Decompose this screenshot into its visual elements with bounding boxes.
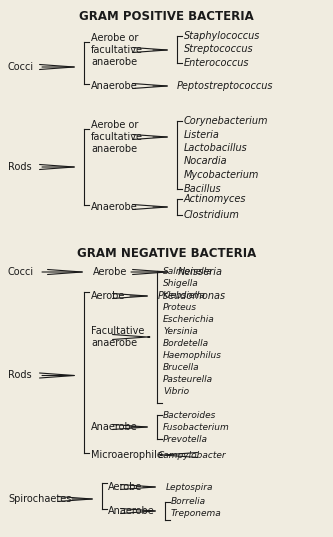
Text: Rods: Rods (8, 162, 32, 172)
Text: GRAM POSITIVE BACTERIA: GRAM POSITIVE BACTERIA (79, 10, 254, 23)
Text: Borrelia: Borrelia (171, 497, 206, 506)
Text: Staphylococcus: Staphylococcus (184, 31, 260, 41)
Text: GRAM NEGATIVE BACTERIA: GRAM NEGATIVE BACTERIA (77, 247, 256, 260)
Text: Bacillus: Bacillus (184, 184, 222, 193)
Text: Mycobacterium: Mycobacterium (184, 170, 259, 180)
Text: Pasteurella: Pasteurella (163, 374, 213, 383)
Text: Microaerophile: Microaerophile (91, 450, 163, 460)
Text: Klebsiella: Klebsiella (163, 291, 206, 300)
Text: Enterococcus: Enterococcus (184, 58, 249, 68)
Text: Rods: Rods (8, 371, 32, 381)
Text: Shigella: Shigella (163, 279, 199, 287)
Text: Brucella: Brucella (163, 362, 199, 372)
Text: Peptostreptococcus: Peptostreptococcus (177, 81, 273, 91)
Text: Escherichia: Escherichia (163, 315, 215, 323)
Text: Fusobacterium: Fusobacterium (163, 423, 230, 432)
Text: Yersinia: Yersinia (163, 326, 198, 336)
Text: Aerobe or
facultative
anaerobe: Aerobe or facultative anaerobe (91, 120, 143, 155)
Text: Aerobe: Aerobe (91, 291, 126, 301)
Text: Aerobe or
facultative
anaerobe: Aerobe or facultative anaerobe (91, 33, 143, 68)
Text: Salmonella: Salmonella (163, 266, 213, 275)
Text: Listeria: Listeria (184, 129, 220, 140)
Text: Clostridium: Clostridium (184, 210, 240, 220)
Text: Spirochaetes: Spirochaetes (8, 494, 71, 504)
Text: Streptococcus: Streptococcus (184, 45, 254, 54)
Text: Corynebacterium: Corynebacterium (184, 116, 268, 126)
Text: Prevotella: Prevotella (163, 434, 208, 444)
Text: Bordetella: Bordetella (163, 338, 209, 347)
Text: Campylobacter: Campylobacter (158, 451, 227, 460)
Text: Cocci: Cocci (8, 62, 34, 72)
Text: Treponema: Treponema (171, 510, 222, 519)
Text: Aerobe: Aerobe (108, 482, 143, 492)
Text: Aerobe: Aerobe (93, 267, 128, 277)
Text: Anaerobe: Anaerobe (91, 422, 138, 432)
Text: Bacteroides: Bacteroides (163, 410, 216, 419)
Text: Anaerobe: Anaerobe (91, 81, 138, 91)
Text: Vibrio: Vibrio (163, 387, 189, 395)
Text: Actinomyces: Actinomyces (184, 194, 246, 204)
Text: Nocardia: Nocardia (184, 156, 228, 166)
Text: Cocci: Cocci (8, 267, 34, 277)
Text: Lactobacillus: Lactobacillus (184, 143, 248, 153)
Text: Pseudomonas: Pseudomonas (158, 291, 226, 301)
Text: Anaerobe: Anaerobe (91, 202, 138, 212)
Text: Proteus: Proteus (163, 302, 197, 311)
Text: Facultative
anaerobe: Facultative anaerobe (91, 326, 145, 348)
Text: Leptospira: Leptospira (166, 483, 213, 491)
Text: Neisseria: Neisseria (178, 267, 223, 277)
Text: Haemophilus: Haemophilus (163, 351, 222, 359)
Text: Anaerobe: Anaerobe (108, 506, 155, 516)
